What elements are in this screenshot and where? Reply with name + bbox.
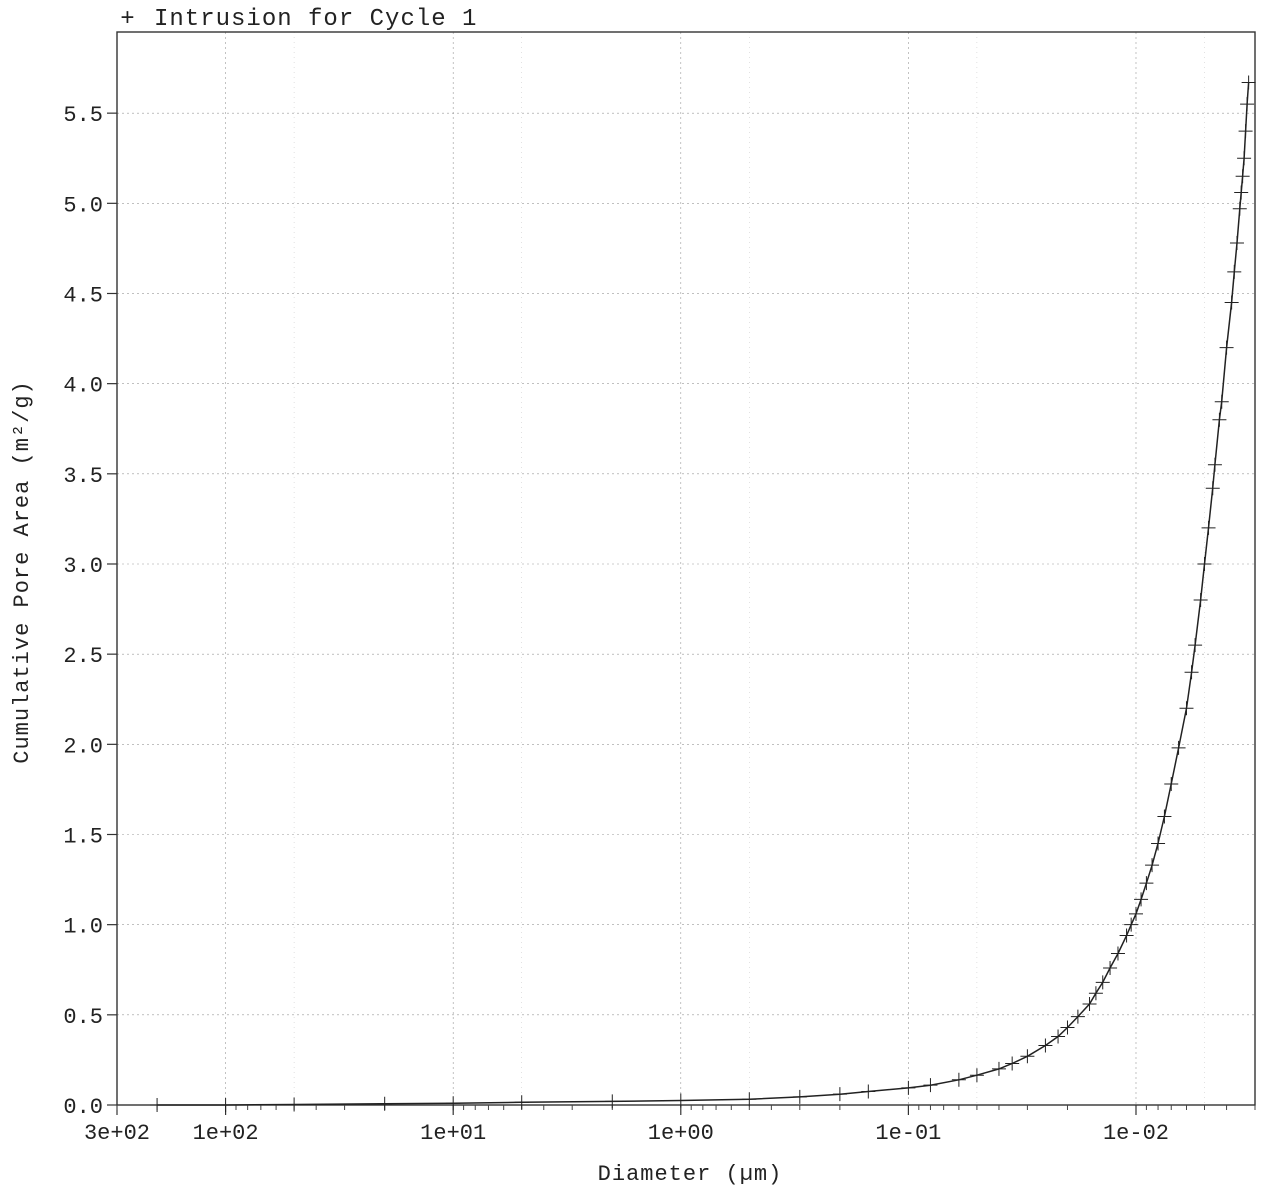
data-point-marker: [1051, 1029, 1066, 1044]
x-tick-label: 1e+00: [648, 1121, 714, 1146]
marker-layer: [150, 75, 1256, 1112]
data-point-marker: [951, 1072, 966, 1087]
data-point-marker: [1232, 201, 1247, 216]
data-point-marker: [1201, 520, 1216, 535]
y-tick-label: 0.5: [63, 1005, 103, 1030]
data-point-marker: [287, 1097, 302, 1112]
data-point-marker: [1179, 701, 1194, 716]
data-point-marker: [150, 1098, 165, 1112]
data-point-marker: [1171, 740, 1186, 755]
y-tick-label: 2.0: [63, 734, 103, 759]
data-point-marker: [1088, 986, 1103, 1001]
data-point-marker: [1124, 917, 1139, 932]
x-tick-label: 1e-01: [875, 1121, 941, 1146]
y-tick-label: 0.0: [63, 1095, 103, 1120]
y-tick-label: 5.5: [63, 103, 103, 128]
data-point-marker: [1164, 777, 1179, 792]
data-point-marker: [514, 1095, 529, 1110]
axes-layer: 0.0 0.5 1.0 1.5 2.0 2.5 3.0 3.5 4.0 4.5 5.0 5.5 3e+0…: [63, 31, 1256, 1146]
y-tick-label: 1.0: [63, 915, 103, 940]
legend-marker-icon: +: [120, 6, 135, 33]
x-tick-label: 1e-02: [1103, 1121, 1169, 1146]
data-point-marker: [1038, 1038, 1053, 1053]
data-point-marker: [673, 1093, 688, 1108]
data-point-marker: [1119, 928, 1134, 943]
data-point-marker: [792, 1089, 807, 1104]
data-point-marker: [1188, 638, 1203, 653]
y-tick-label: 2.5: [63, 644, 103, 669]
data-point-marker: [901, 1080, 916, 1095]
series-curve: [157, 82, 1250, 1106]
data-point-marker: [1214, 394, 1229, 409]
data-point-marker: [1184, 665, 1199, 680]
data-point-marker: [1103, 960, 1118, 975]
grid-layer: [117, 32, 1255, 1105]
y-tick-label: 4.5: [63, 283, 103, 308]
data-point-marker: [1227, 264, 1242, 279]
y-axis-title: Cumulative Pore Area (m²/g): [10, 380, 35, 763]
x-tick-label: 1e+02: [193, 1121, 259, 1146]
data-point-marker: [1241, 75, 1256, 90]
y-tick-label: 5.0: [63, 193, 103, 218]
data-point-marker: [1237, 151, 1252, 166]
data-point-marker: [1219, 340, 1234, 355]
plot-frame: [116, 31, 1256, 1106]
data-point-marker: [1238, 124, 1253, 139]
legend-label: Intrusion for Cycle 1: [154, 6, 477, 33]
legend: + Intrusion for Cycle 1: [120, 6, 477, 33]
data-point-marker: [446, 1096, 461, 1111]
data-point-marker: [1193, 593, 1208, 608]
data-point-marker: [1005, 1056, 1020, 1071]
data-point-marker: [1095, 975, 1110, 990]
data-point-marker: [1197, 556, 1212, 571]
data-point-marker: [1240, 97, 1255, 112]
data-point-marker: [377, 1096, 392, 1111]
data-point-marker: [1128, 906, 1143, 921]
data-point-marker: [1205, 481, 1220, 496]
data-point-marker: [1060, 1020, 1075, 1035]
data-point-marker: [1224, 295, 1239, 310]
x-axis-title: Diameter (µm): [598, 1162, 783, 1187]
data-point-marker: [1145, 858, 1160, 873]
y-tick-label: 1.5: [63, 824, 103, 849]
data-point-marker: [991, 1061, 1006, 1076]
data-point-marker: [605, 1094, 620, 1109]
data-point-marker: [1207, 457, 1222, 472]
data-point-marker: [1020, 1049, 1035, 1064]
data-point-marker: [923, 1078, 938, 1093]
data-point-marker: [1134, 892, 1149, 907]
y-tick-label: 4.0: [63, 374, 103, 399]
data-point-marker: [1157, 809, 1172, 824]
data-point-marker: [1139, 876, 1154, 891]
data-point-marker: [1212, 412, 1227, 427]
data-point-marker: [1070, 1009, 1085, 1024]
x-tick-label: 1e+01: [420, 1121, 486, 1146]
data-point-marker: [742, 1092, 757, 1107]
data-point-marker: [969, 1068, 984, 1083]
data-point-marker: [1229, 235, 1244, 250]
data-point-marker: [832, 1087, 847, 1102]
data-point-marker: [861, 1084, 876, 1099]
data-point-marker: [1082, 997, 1097, 1012]
data-point-marker: [1234, 185, 1249, 200]
data-point-marker: [1151, 836, 1166, 851]
x-tick-label: 3e+02: [84, 1121, 150, 1146]
data-point-marker: [218, 1098, 233, 1112]
data-point-marker: [1235, 169, 1250, 184]
curve-layer: [157, 82, 1250, 1106]
y-tick-label: 3.0: [63, 554, 103, 579]
data-point-marker: [1110, 946, 1125, 961]
y-tick-label: 3.5: [63, 464, 103, 489]
